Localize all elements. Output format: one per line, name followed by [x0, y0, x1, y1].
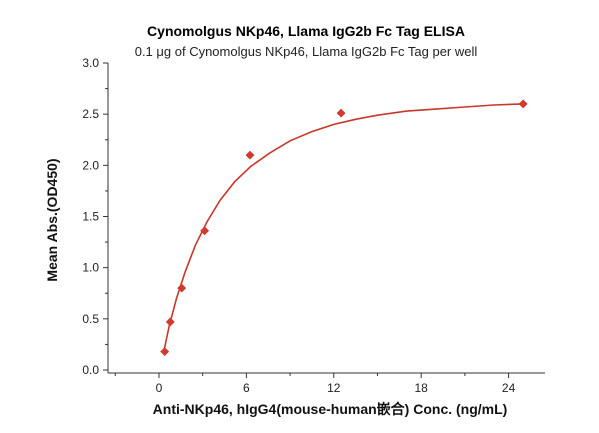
data-point: [245, 150, 255, 160]
y-tick-label: 0.0: [82, 363, 99, 377]
data-point: [200, 226, 210, 236]
data-point: [336, 108, 346, 118]
x-tick-label: 12: [327, 381, 341, 395]
y-tick-label: 1.5: [82, 210, 99, 224]
data-point: [165, 317, 175, 327]
data-point: [518, 99, 528, 109]
data-points-layer: [160, 99, 528, 357]
chart-title: Cynomolgus NKp46, Llama IgG2b Fc Tag ELI…: [147, 23, 465, 39]
y-tick-label: 1.0: [82, 261, 99, 275]
x-tick-label: 6: [243, 381, 250, 395]
data-point: [177, 283, 187, 293]
axes: 0.0 0.5 1.0 1.5 2.0 2.5 3.0 0 6 12 18 24: [82, 56, 545, 395]
x-axis-label: Anti-NKp46, hIgG4(mouse-human嵌合) Conc. (…: [153, 401, 508, 417]
data-point: [160, 347, 170, 357]
x-tick-label: 24: [502, 381, 516, 395]
chart-subtitle: 0.1 μg of Cynomolgus NKp46, Llama IgG2b …: [135, 44, 478, 59]
y-tick-label: 0.5: [82, 312, 99, 326]
fit-curve-layer: [162, 103, 524, 354]
fit-curve: [162, 103, 524, 354]
y-axis-label: Mean Abs.(OD450): [44, 158, 60, 281]
y-tick-label: 2.5: [82, 107, 99, 121]
x-tick-label: 0: [156, 381, 163, 395]
y-tick-label: 3.0: [82, 56, 99, 70]
y-tick-label: 2.0: [82, 158, 99, 172]
x-tick-label: 18: [415, 381, 429, 395]
